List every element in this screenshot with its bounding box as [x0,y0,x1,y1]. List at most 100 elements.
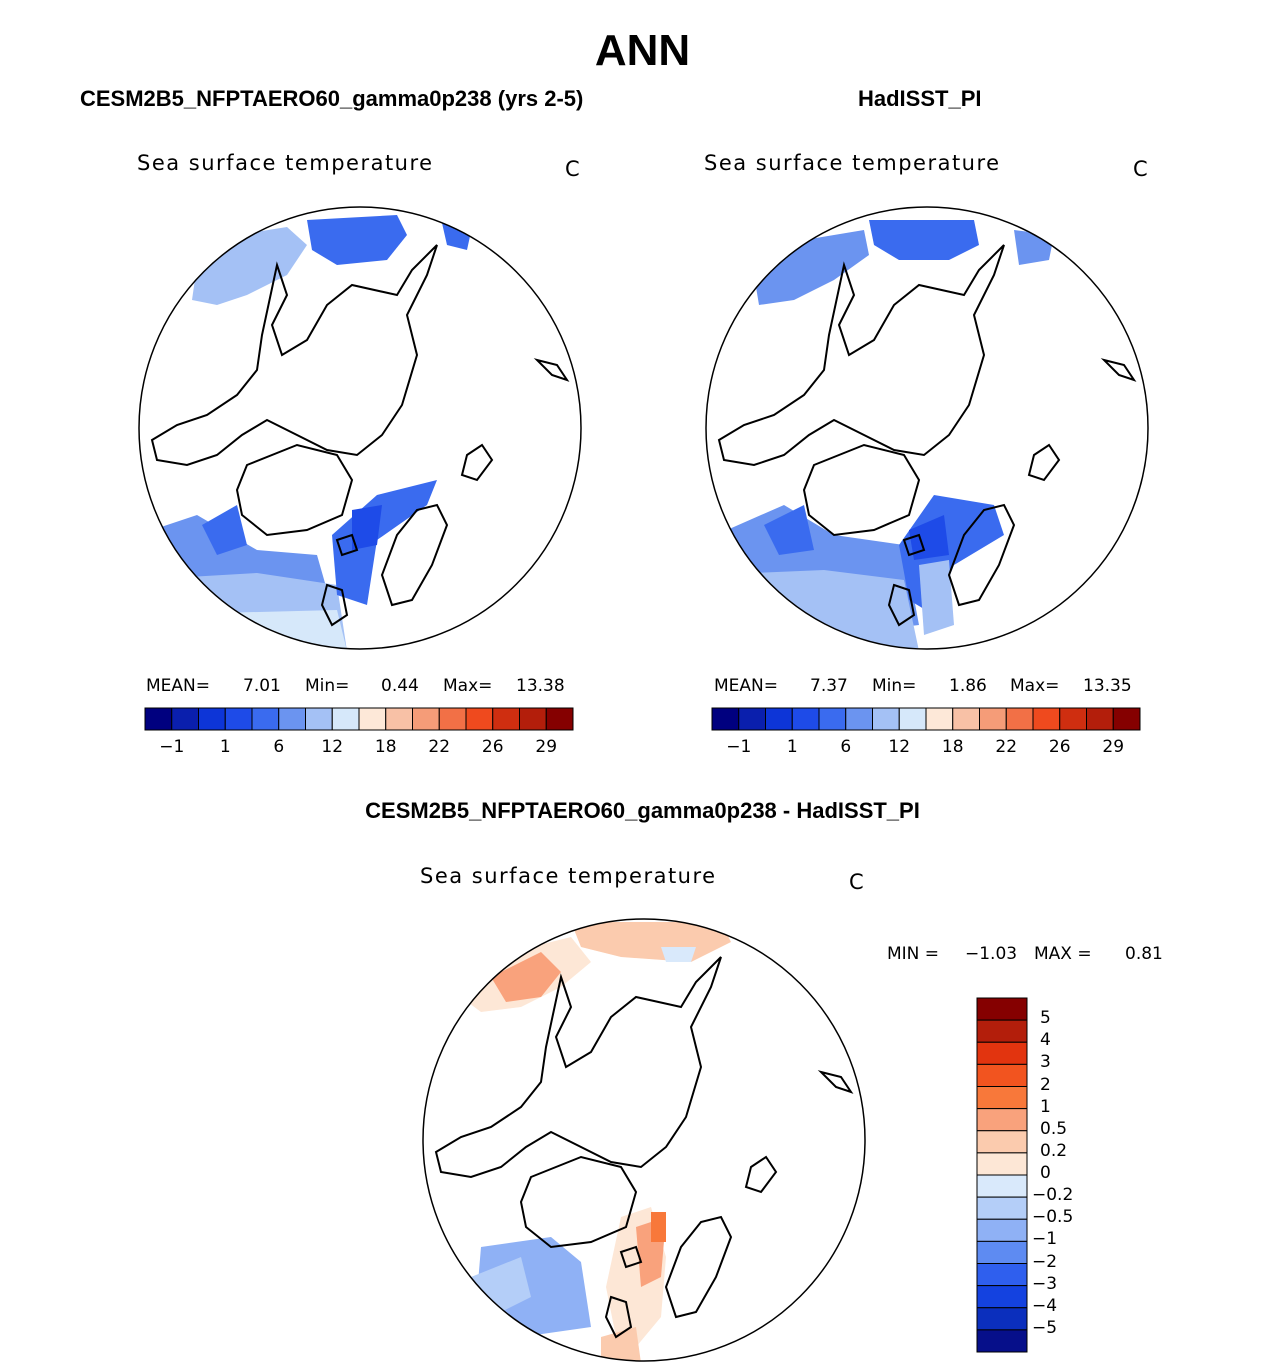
colorbar-swatch [465,707,494,731]
colorbar-tick-label: 22 [995,737,1018,757]
colorbar-tick-label: −2 [1032,1251,1058,1272]
colorbar-swatch [976,1263,1028,1287]
colorbar-swatch [144,707,173,731]
sst-region-greenland-sea [909,515,949,560]
colorbar-tick-label: 26 [481,737,504,757]
anomaly-pacific-cool [661,947,696,962]
obs-units-label: C [1133,157,1150,181]
colorbar-tick-label: 29 [1102,737,1125,757]
diff-colorbar [976,997,1028,1353]
obs-min-label: Min= [872,676,917,696]
colorbar-swatch [171,707,199,731]
colorbar-swatch [976,1041,1028,1065]
obs-max-label: Max= [1010,676,1060,696]
model-max-value: 13.38 [516,676,565,696]
colorbar-swatch [1059,707,1087,731]
model-colorbar [144,707,574,731]
colorbar-swatch [976,1063,1028,1087]
obs-max-value: 13.35 [1083,676,1132,696]
sst-region-greenland-sea [352,505,382,550]
obs-map-boundary [705,206,1149,650]
colorbar-tick-label: 12 [321,737,344,757]
colorbar-swatch [492,707,520,731]
colorbar-swatch [331,707,360,731]
colorbar-tick-label: 6 [840,737,852,757]
colorbar-swatch [1032,707,1061,731]
colorbar-swatch [791,707,820,731]
colorbar-swatch [818,707,847,731]
colorbar-tick-label: −0.2 [1032,1185,1074,1206]
colorbar-swatch [872,707,900,731]
sst-region-nordic [332,480,437,605]
colorbar-swatch [976,997,1028,1021]
colorbar-tick-label: 0.5 [1040,1118,1068,1139]
colorbar-swatch [519,707,547,731]
colorbar-tick-label: −1 [159,737,185,757]
model-colorbar-ticks: −1 1 6 12 18 22 26 29 [144,737,574,759]
model-mean-value: 7.01 [243,676,281,696]
diff-coastlines [434,956,854,1339]
colorbar-tick-label: 3 [1040,1052,1051,1073]
colorbar-tick-label: 18 [374,737,397,757]
colorbar-swatch [711,707,740,731]
sst-region-labrador [202,505,247,555]
anomaly-pacific-west-strong [491,952,561,1002]
diff-colorbar-ticks: 5 4 3 2 1 0.5 0.2 0 −0.2 −0.5 −1 −2 −3 −4 −5 [1032,997,1120,1353]
colorbar-tick-label: 1 [786,737,798,757]
sst-region-atlantic-south [706,570,919,649]
model-mean-label: MEAN= [146,676,210,696]
colorbar-swatch [952,707,980,731]
diff-max-value: 0.81 [1125,944,1163,964]
obs-colorbar [711,707,1141,731]
colorbar-tick-label: 5 [1040,1008,1051,1029]
sst-region-pacific-central [869,220,979,260]
model-min-label: Min= [305,676,350,696]
sst-region-labrador [764,505,814,555]
sst-region-north-sea [919,560,954,635]
obs-variable-label: Sea surface temperature [704,151,1001,175]
sst-region-pacific-west [192,227,307,305]
colorbar-swatch [224,707,253,731]
colorbar-swatch [278,707,306,731]
obs-min-value: 1.86 [949,676,987,696]
colorbar-tick-label: 0.2 [1040,1140,1068,1161]
colorbar-swatch [251,707,280,731]
colorbar-tick-label: 18 [941,737,964,757]
colorbar-swatch [976,1329,1028,1353]
diff-panel-title: CESM2B5_NFPTAERO60_gamma0p238 - HadISST_… [365,798,920,823]
colorbar-swatch [1005,707,1034,731]
anomaly-north-sea [601,1327,641,1361]
model-panel-title: CESM2B5_NFPTAERO60_gamma0p238 (yrs 2-5) [80,86,584,111]
diff-variable-label: Sea surface temperature [420,864,717,888]
colorbar-swatch [1086,707,1114,731]
model-variable-label: Sea surface temperature [137,151,434,175]
colorbar-tick-label: 1 [1040,1096,1051,1117]
colorbar-swatch [765,707,793,731]
obs-colorbar-ticks: −1 1 6 12 18 22 26 29 [711,737,1141,759]
diff-min-label: MIN = [887,944,940,964]
obs-panel-title: HadISST_PI [858,86,982,111]
colorbar-swatch [976,1307,1028,1331]
colorbar-swatch [979,707,1007,731]
colorbar-tick-label: 12 [888,737,911,757]
colorbar-swatch [358,707,387,731]
diff-polar-map [422,918,866,1362]
colorbar-tick-label: −1 [1032,1229,1058,1250]
model-coastlines [150,244,570,627]
colorbar-tick-label: 29 [535,737,558,757]
obs-mean-value: 7.37 [810,676,848,696]
sst-region-pacific-west [754,230,869,305]
diff-max-label: MAX = [1034,944,1092,964]
colorbar-swatch [925,707,954,731]
obs-polar-map [705,206,1149,650]
colorbar-swatch [976,1152,1028,1176]
colorbar-tick-label: −5 [1032,1317,1058,1338]
colorbar-tick-label: −0.5 [1032,1207,1074,1228]
obs-mean-label: MEAN= [714,676,778,696]
colorbar-swatch [976,1174,1028,1198]
colorbar-tick-label: 6 [273,737,285,757]
colorbar-tick-label: 26 [1048,737,1071,757]
colorbar-swatch [976,1218,1028,1242]
diff-units-label: C [849,870,866,894]
sst-region-pacific-central [307,215,407,265]
